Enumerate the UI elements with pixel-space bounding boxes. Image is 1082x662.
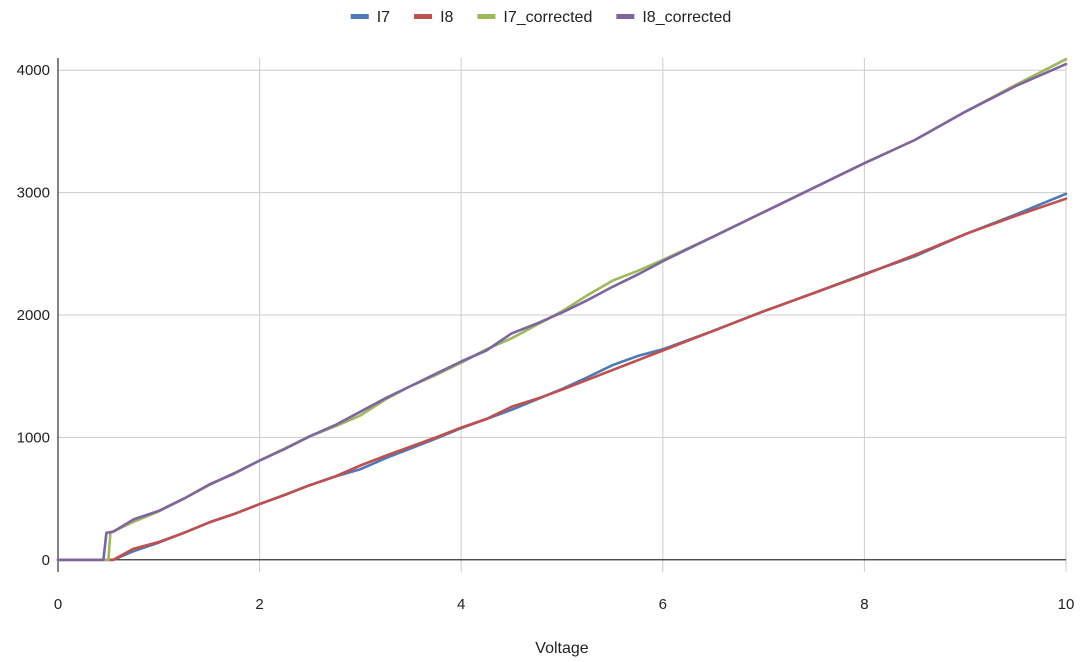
legend-swatch: [414, 14, 433, 19]
y-tick-label: 1000: [17, 429, 50, 446]
legend-label: I7: [377, 9, 390, 26]
y-tick-label: 2000: [17, 307, 50, 324]
legend-swatch: [477, 14, 496, 19]
legend-swatch: [616, 14, 635, 19]
series-line-i7: [56, 192, 1068, 562]
legend: I7 I8 I7_corrected I8_corrected: [350, 9, 731, 26]
x-tick-label: 0: [54, 596, 62, 613]
axes: [57, 58, 1066, 572]
series-line-i8-corrected: [56, 62, 1068, 562]
legend-swatch: [350, 14, 369, 19]
y-tick-label: 3000: [17, 185, 50, 202]
series-line-i8: [56, 197, 1068, 562]
x-tick-label: 2: [255, 596, 263, 613]
x-tick-label: 8: [860, 596, 868, 613]
legend-item-i8-corrected[interactable]: I8_corrected: [616, 9, 731, 26]
tick-labels: 0 2 4 6 8 10 0 1000 2000 3000 4000: [17, 62, 1075, 613]
series-lines: [56, 57, 1068, 562]
legend-item-i7[interactable]: I7: [350, 9, 390, 26]
legend-label: I7_corrected: [503, 9, 592, 26]
legend-item-i8[interactable]: I8: [414, 9, 454, 26]
x-tick-label: 6: [659, 596, 667, 613]
x-tick-label: 4: [457, 596, 465, 613]
legend-label: I8_corrected: [642, 9, 731, 26]
x-tick-label: 10: [1058, 596, 1075, 613]
grid: [58, 58, 1067, 572]
y-tick-label: 4000: [17, 62, 50, 79]
legend-item-i7-corrected[interactable]: I7_corrected: [477, 9, 592, 26]
y-tick-label: 0: [42, 552, 50, 569]
legend-label: I8: [440, 9, 453, 26]
x-axis-title: Voltage: [535, 640, 588, 657]
